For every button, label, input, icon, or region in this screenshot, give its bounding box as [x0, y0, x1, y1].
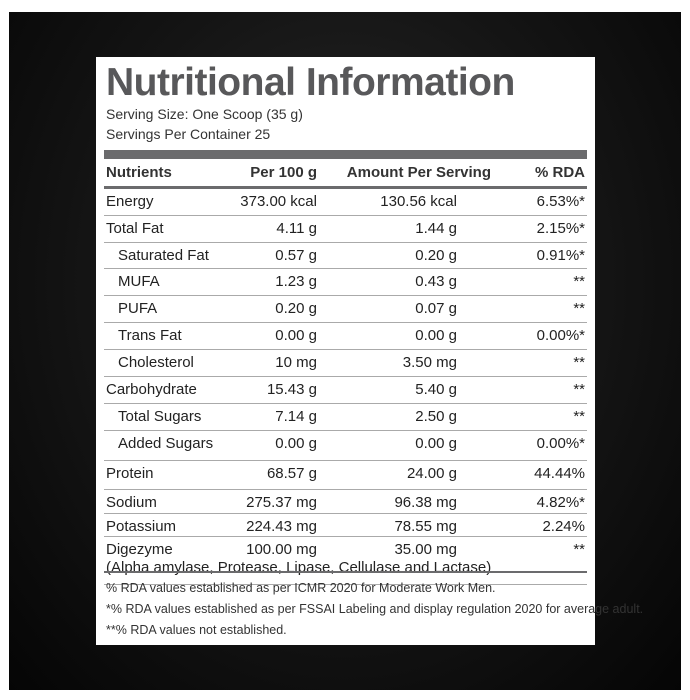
- table-cell: **: [573, 354, 585, 371]
- table-cell: 0.07 g: [415, 300, 457, 317]
- table-cell: 2.15%*: [536, 220, 585, 237]
- table-row: PUFA 0.20 g 0.07 g **: [104, 296, 587, 323]
- table-cell: 24.00 g: [406, 465, 457, 482]
- table-row: Added Sugars 0.00 g 0.00 g 0.00%*: [104, 431, 587, 461]
- table-cell: **: [573, 273, 585, 290]
- table-cell: Trans Fat: [118, 327, 182, 344]
- table-cell: 1.44 g: [415, 220, 457, 237]
- table-cell: 4.11 g: [276, 220, 317, 237]
- table-cell: 7.14 g: [275, 408, 317, 425]
- header-cell: Per 100 g: [250, 164, 317, 181]
- table-row: Sodium 275.37 mg 96.38 mg 4.82%*: [104, 490, 587, 514]
- table-row: MUFA 1.23 g 0.43 g **: [104, 269, 587, 296]
- table-cell: Carbohydrate: [106, 381, 197, 398]
- table-row: Saturated Fat 0.57 g 0.20 g 0.91%*: [104, 243, 587, 269]
- table-row: Trans Fat 0.00 g 0.00 g 0.00%*: [104, 323, 587, 350]
- table-cell: 0.43 g: [415, 273, 457, 290]
- table-cell: Added Sugars: [118, 435, 214, 452]
- table-cell: Total Sugars: [118, 408, 202, 425]
- table-cell: Energy: [106, 193, 154, 210]
- header-bar: [104, 150, 587, 159]
- table-cell: 10 mg: [275, 354, 317, 371]
- table-cell: 96.38 mg: [394, 494, 457, 511]
- table-cell: 44.44%: [534, 465, 585, 482]
- table-cell: 15.43 g: [266, 381, 317, 398]
- table-cell: 0.91%*: [536, 247, 585, 264]
- row-note: (Alpha amylase, Protease, Lipase, Cellul…: [106, 559, 492, 576]
- table-cell: 68.57 g: [266, 465, 317, 482]
- footnote: % RDA values established as per ICMR 202…: [106, 581, 496, 595]
- table-row: Total Fat 4.11 g 1.44 g 2.15%*: [104, 216, 587, 243]
- table-cell: 275.37 mg: [246, 494, 317, 511]
- table-row: Energy 373.00 kcal 130.56 kcal 6.53%*: [104, 189, 587, 216]
- table-cell: 2.50 g: [415, 408, 457, 425]
- table-cell: 0.20 g: [415, 247, 457, 264]
- table-cell: MUFA: [118, 273, 160, 290]
- header-cell: Amount Per Serving: [346, 164, 491, 181]
- table-cell: 35.00 mg: [394, 541, 457, 558]
- footnote: *% RDA values established as per FSSAI L…: [106, 602, 644, 616]
- table-cell: 2.24%: [542, 518, 585, 535]
- table-cell: 0.00 g: [415, 327, 457, 344]
- table-cell: 100.00 mg: [246, 541, 317, 558]
- table-row: Cholesterol 10 mg 3.50 mg **: [104, 350, 587, 377]
- table-cell: Digezyme: [106, 541, 173, 558]
- header-cell: % RDA: [534, 164, 585, 181]
- table-cell: Protein: [106, 465, 154, 482]
- table-cell: Saturated Fat: [118, 247, 209, 264]
- footnotes: % RDA values established as per ICMR 202…: [106, 578, 643, 641]
- table-row: Potassium 224.43 mg 78.55 mg 2.24%: [104, 514, 587, 537]
- table-cell: 4.82%*: [536, 494, 585, 511]
- servings-per-container: Servings Per Container 25: [106, 126, 271, 142]
- table-cell: **: [573, 300, 585, 317]
- nutrition-table: Nutrients Per 100 g Amount Per Serving % RD…: [104, 160, 587, 585]
- serving-size: Serving Size: One Scoop (35 g): [106, 106, 303, 122]
- table-cell: 130.56 kcal: [380, 193, 457, 210]
- header-cell: Nutrients: [106, 164, 172, 181]
- title: Nutritional Information: [106, 61, 515, 104]
- table-cell: Potassium: [106, 518, 177, 535]
- table-cell: **: [573, 541, 585, 558]
- table-cell: Cholesterol: [118, 354, 194, 371]
- table-cell: 78.55 mg: [394, 518, 457, 535]
- table-header: Nutrients Per 100 g Amount Per Serving % RD…: [104, 160, 587, 189]
- table-cell: **: [573, 381, 585, 398]
- table-cell: 0.20 g: [275, 300, 317, 317]
- table-cell: 5.40 g: [415, 381, 457, 398]
- table-cell: 1.23 g: [275, 273, 317, 290]
- table-cell: 3.50 mg: [402, 354, 457, 371]
- table-cell: 0.00%*: [536, 435, 585, 452]
- footnote: **% RDA values not established.: [106, 623, 287, 637]
- table-row: Carbohydrate 15.43 g 5.40 g **: [104, 377, 587, 404]
- table-cell: 224.43 mg: [246, 518, 317, 535]
- table-cell: 0.00 g: [275, 327, 317, 344]
- table-cell: 0.00 g: [275, 435, 317, 452]
- table-cell: **: [573, 408, 585, 425]
- table-cell: 373.00 kcal: [240, 193, 317, 210]
- table-row: Total Sugars 7.14 g 2.50 g **: [104, 404, 587, 431]
- table-cell: 6.53%*: [536, 193, 585, 210]
- label-card: Nutritional Information Serving Size: On…: [96, 57, 643, 645]
- table-cell: 0.00%*: [536, 327, 585, 344]
- table-cell: 0.00 g: [415, 435, 457, 452]
- footnote-divider: [104, 571, 587, 573]
- table-cell: Sodium: [106, 494, 157, 511]
- table-cell: PUFA: [118, 300, 158, 317]
- table-cell: Total Fat: [106, 220, 164, 237]
- table-cell: 0.57 g: [275, 247, 317, 264]
- table-row: Protein 68.57 g 24.00 g 44.44%: [104, 461, 587, 490]
